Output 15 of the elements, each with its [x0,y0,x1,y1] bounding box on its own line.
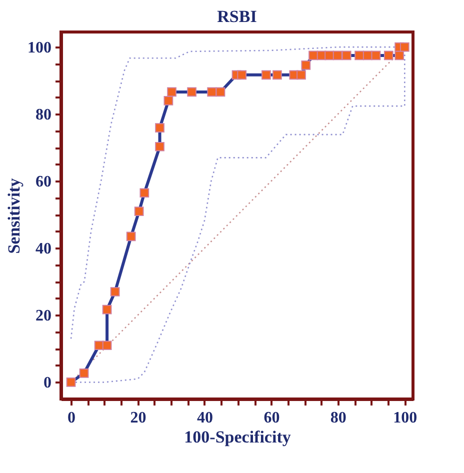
y-tick-label: 80 [36,106,52,124]
x-tick-label: 60 [264,410,280,426]
y-tick-label: 100 [28,40,52,57]
y-tick-label: 60 [36,174,52,191]
y-tick-label: 20 [36,308,52,325]
y-tick-label: 40 [36,240,52,258]
x-axis-title: 100-Specificity [184,428,292,446]
x-tick-label: 100 [393,410,418,426]
x-tick-label: 0 [68,410,76,426]
x-tick-label: 20 [130,410,146,426]
x-tick-label: 40 [196,410,213,426]
y-tick-label: 0 [44,374,52,392]
y-axis-title: Sensitivity [4,178,24,254]
x-tick-label: 80 [330,410,346,426]
chart-title: RSBI [217,7,258,26]
